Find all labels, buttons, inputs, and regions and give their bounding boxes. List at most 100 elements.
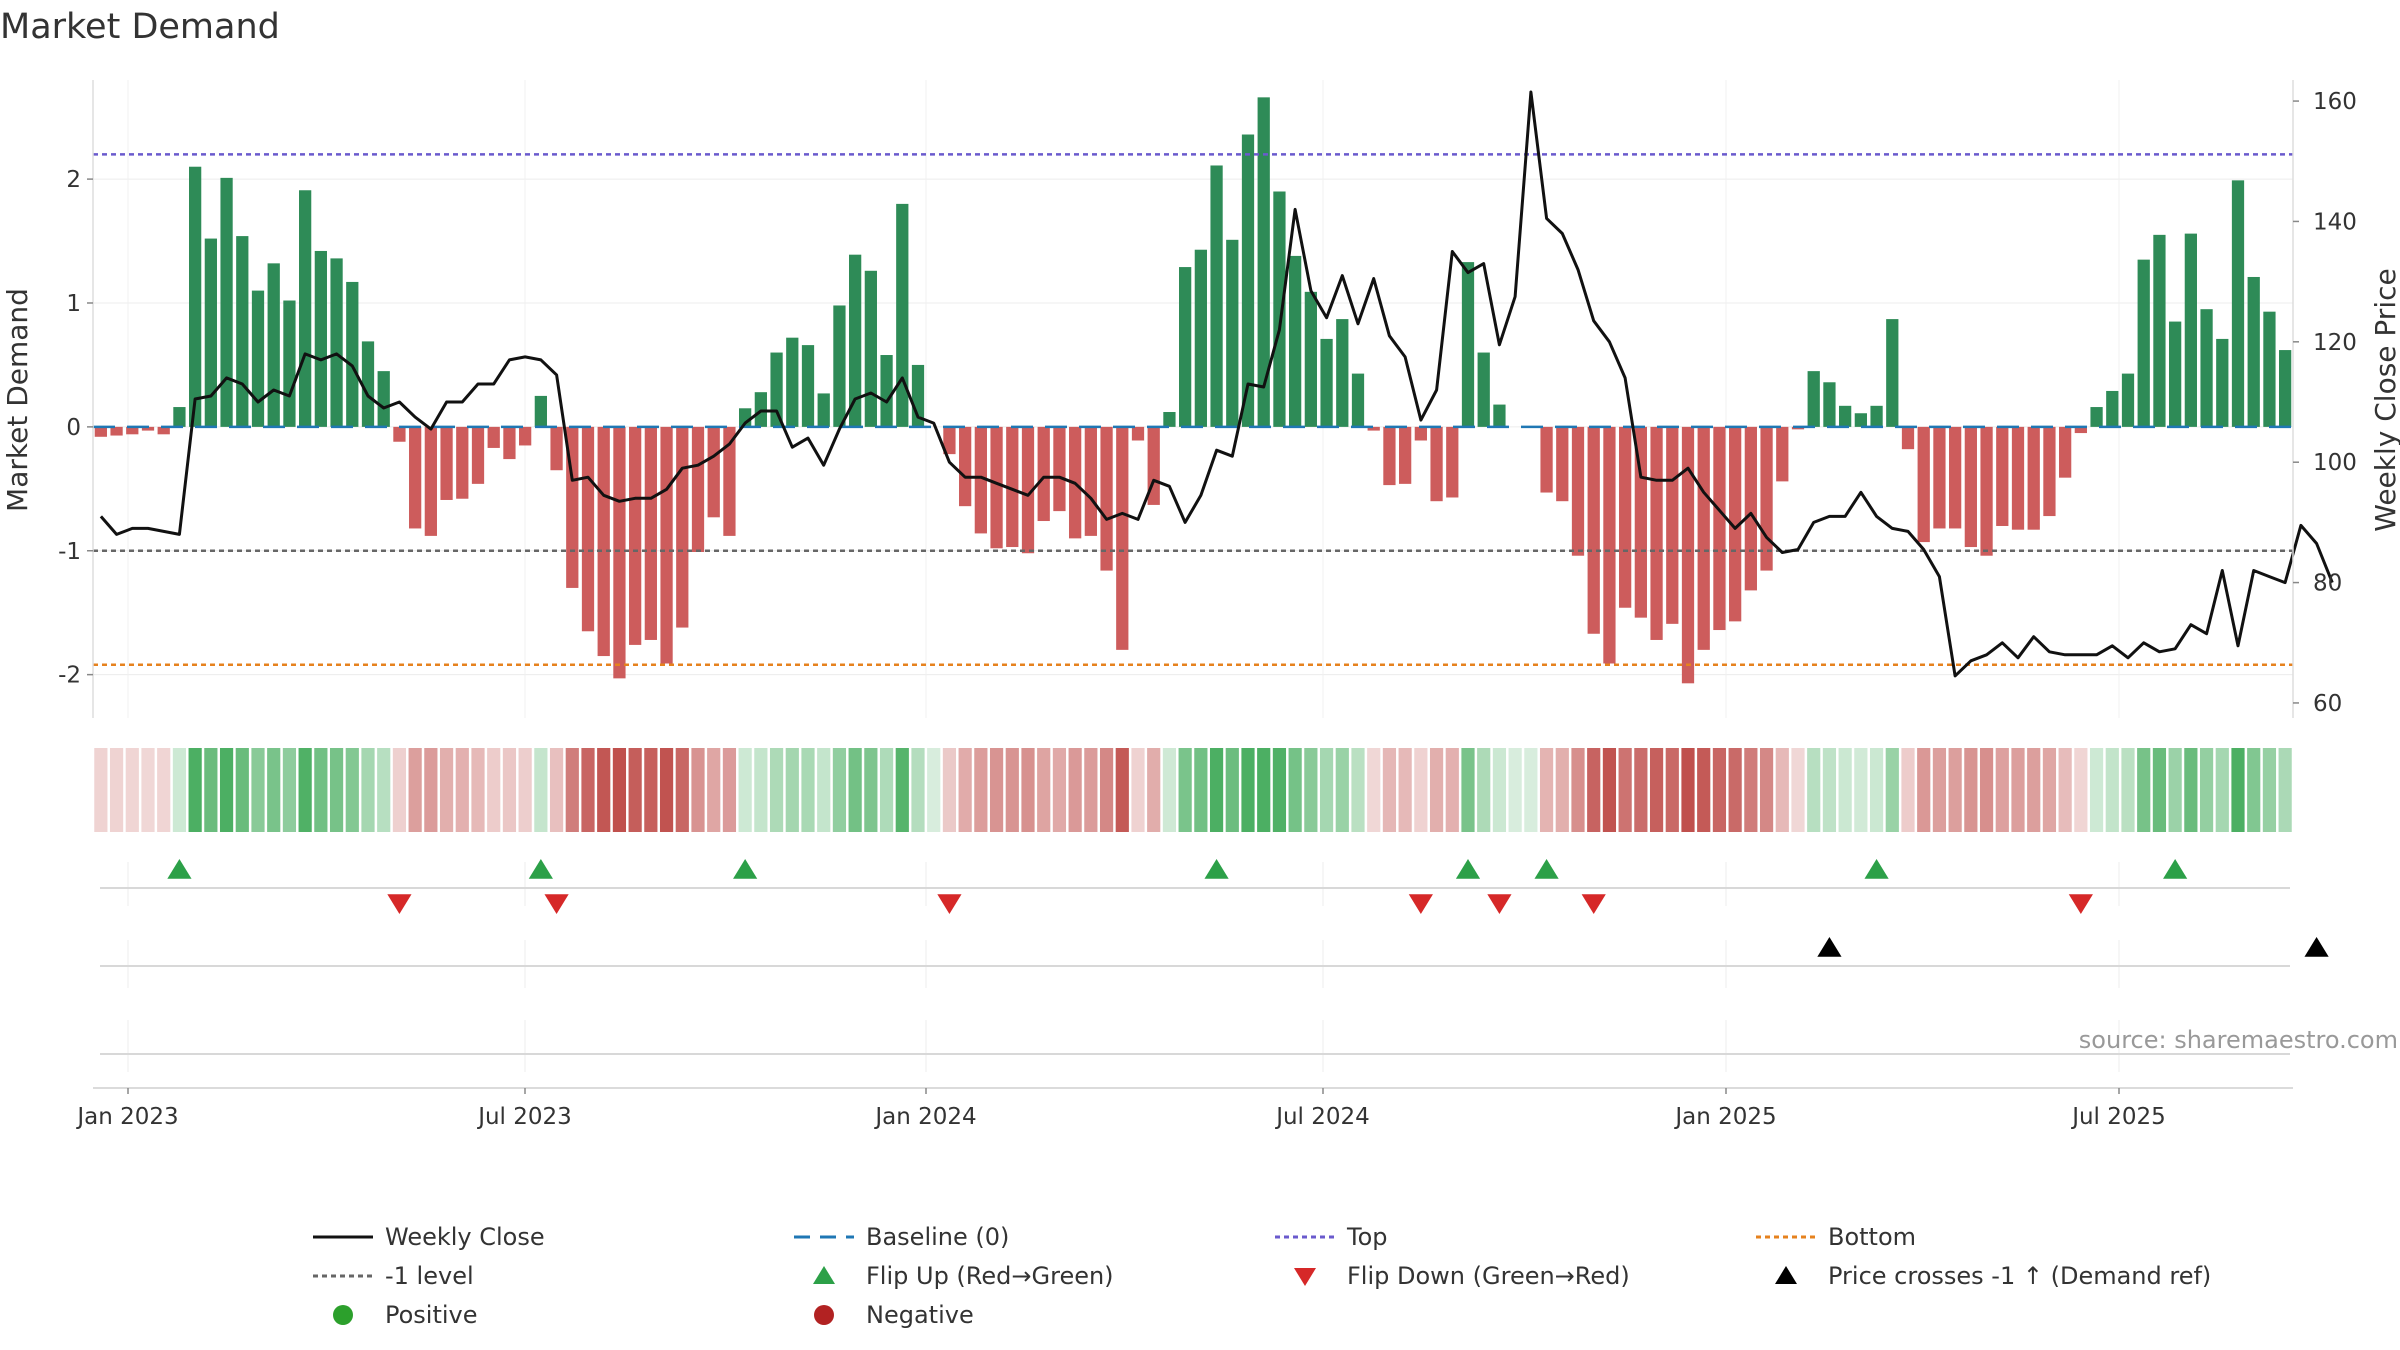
demand-bar <box>2121 373 2135 427</box>
x-tick-label: Jul 2025 <box>2070 1104 2166 1130</box>
demand-bar <box>2106 390 2119 427</box>
demand-strip-cell <box>314 748 328 832</box>
demand-strip-cell <box>1822 748 1837 832</box>
demand-strip-cell <box>644 748 658 832</box>
demand-strip-cell <box>1398 748 1412 832</box>
demand-bar <box>251 290 265 427</box>
demand-heat-strip <box>94 748 2292 832</box>
demand-bar <box>597 426 610 657</box>
demand-strip-cell <box>1037 748 1051 832</box>
demand-strip-cell <box>691 748 705 832</box>
demand-bar <box>723 426 736 536</box>
demand-bar <box>1823 382 1836 427</box>
demand-strip-cell <box>864 748 878 832</box>
demand-bar <box>1681 426 1695 684</box>
demand-bar <box>801 345 815 427</box>
right-tick-label: 100 <box>2313 450 2357 476</box>
demand-strip-cell <box>1288 748 1302 832</box>
demand-bar <box>1210 165 1223 427</box>
flip-up-marker <box>733 859 758 879</box>
left-tick-label: 0 <box>66 415 81 441</box>
demand-strip-cell <box>204 748 218 832</box>
demand-bar <box>1100 426 1113 571</box>
demand-strip-cell <box>1335 748 1349 832</box>
demand-bar <box>1304 291 1317 427</box>
demand-strip-cell <box>1932 748 1947 832</box>
demand-strip-cell <box>157 748 171 832</box>
demand-bar <box>864 270 877 427</box>
flip-down-marker <box>2068 894 2093 914</box>
right-tick-label: 80 <box>2313 571 2342 597</box>
demand-strip-cell <box>1162 748 1177 832</box>
demand-bar <box>330 258 343 427</box>
demand-bar <box>1351 373 1365 427</box>
legend-label-bottom: Bottom <box>1828 1223 1916 1251</box>
demand-bar <box>1320 338 1333 427</box>
x-tick-label: Jan 2025 <box>1673 1104 1776 1130</box>
demand-bar <box>456 426 469 499</box>
demand-bar <box>2216 338 2229 427</box>
demand-bar <box>314 250 327 427</box>
demand-strip-cell <box>1697 748 1711 832</box>
demand-strip-cell <box>2121 748 2135 832</box>
legend-label-cross: Price crosses -1 ↑ (Demand ref) <box>1828 1262 2211 1290</box>
left-tick-label: -1 <box>58 539 81 565</box>
demand-bar <box>1980 426 1993 556</box>
demand-bar <box>1713 426 1726 631</box>
demand-strip-cell <box>1979 748 1994 832</box>
legend-swatch-flip_down <box>1294 1268 1316 1286</box>
demand-strip-cell <box>597 748 611 832</box>
demand-strip-cell <box>235 748 249 832</box>
demand-strip-cell <box>1555 748 1569 832</box>
demand-bar <box>189 166 202 427</box>
flip-up-marker <box>1534 859 1559 879</box>
demand-bar <box>1493 404 1506 427</box>
demand-strip-cell <box>879 748 894 832</box>
demand-bar <box>204 238 217 427</box>
demand-bar <box>1901 426 1915 450</box>
demand-bar <box>1760 426 1773 571</box>
demand-strip-cell <box>1068 748 1082 832</box>
demand-bar <box>2169 321 2182 427</box>
demand-bar <box>770 352 783 427</box>
demand-bar <box>1556 426 1569 502</box>
demand-bar <box>377 371 390 427</box>
chart-title: Market Demand <box>0 7 280 47</box>
demand-strip-cell <box>1115 748 1129 832</box>
demand-bar <box>236 236 249 427</box>
demand-strip-cell <box>1964 748 1978 832</box>
demand-bar <box>361 341 375 427</box>
demand-bar <box>1414 426 1427 441</box>
legend-swatch-flip_up <box>813 1266 835 1284</box>
demand-bar <box>487 426 500 448</box>
demand-strip-cell <box>1319 748 1334 832</box>
demand-bar <box>126 426 139 435</box>
demand-strip-cell <box>1634 748 1648 832</box>
demand-strip-cell <box>298 748 312 832</box>
demand-strip-cell <box>2262 748 2277 832</box>
demand-strip-cell <box>2011 748 2025 832</box>
demand-bar <box>141 426 155 431</box>
demand-bar <box>880 355 893 427</box>
demand-strip-cell <box>1712 748 1727 832</box>
demand-strip-cell <box>1885 748 1899 832</box>
legend-swatch-negative <box>814 1305 834 1325</box>
flip-up-marker <box>2163 859 2188 879</box>
demand-strip-cell <box>832 748 847 832</box>
demand-strip-cell <box>1602 748 1617 832</box>
flip-down-marker <box>387 894 412 914</box>
demand-bar <box>1226 239 1239 427</box>
demand-bar <box>817 393 830 427</box>
demand-bar <box>1430 426 1443 502</box>
demand-strip-cell <box>2105 748 2119 832</box>
demand-bar <box>581 426 595 632</box>
x-tick-label: Jul 2023 <box>476 1104 572 1130</box>
demand-bar <box>676 426 689 628</box>
demand-strip-cell <box>282 748 297 832</box>
demand-bar <box>157 426 170 435</box>
demand-strip-cell <box>1508 748 1522 832</box>
demand-strip-cell <box>1429 748 1444 832</box>
demand-strip-cell <box>1382 748 1397 832</box>
demand-bar <box>1021 426 1035 554</box>
demand-bar <box>2043 426 2056 517</box>
